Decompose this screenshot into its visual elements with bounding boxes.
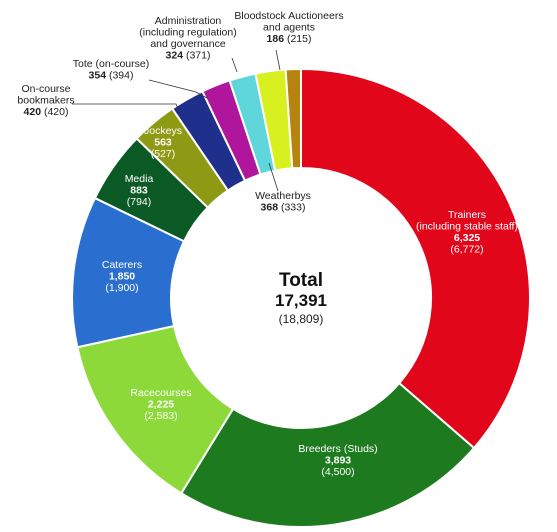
label-trainers-including-stable-staff: Trainers (including stable staff) 6,325 (6,… [416, 209, 518, 256]
slice-label-text: Weatherbys 368 (333) [255, 190, 311, 214]
value-label: 883 [130, 185, 148, 197]
slice-label-text: Caterers 1,850 (1,900) [102, 259, 142, 294]
value-label: 354 [89, 70, 107, 82]
previous-value-label: (2,583) [144, 410, 177, 422]
previous-value-label: (794) [127, 196, 152, 208]
category-name: and governance [150, 38, 225, 50]
value-label: 563 [154, 137, 172, 149]
category-name: Racecourses [130, 387, 191, 399]
slice-trainers-including-stable-staff [300, 67, 531, 450]
slice-label-text: Jockeys 563 (527) [144, 125, 182, 160]
slice-label-text: Racecourses 2,225 (2,583) [130, 387, 191, 422]
previous-value-label: (420) [41, 106, 68, 118]
category-name: Bloodstock Auctioneers [234, 10, 343, 22]
slice-label-text: Bloodstock Auctioneers and agents 186 (215… [234, 10, 343, 45]
leader-line [268, 162, 279, 192]
previous-value-label: (215) [284, 33, 311, 45]
center-total: Total 17,391 (18,809) [275, 270, 327, 326]
leader-line [231, 57, 238, 73]
slice-label-text: Media 883 (794) [125, 173, 154, 208]
previous-value-label: (333) [278, 202, 305, 214]
label-bloodstock-auctioneers-and-agents: Bloodstock Auctioneers and agents 186 (215… [234, 10, 344, 71]
label-weatherbys: Weatherbys 368 (333) [255, 162, 311, 214]
previous-value-label: (6,772) [450, 244, 483, 256]
value-label: 420 [24, 106, 42, 118]
value-label: 368 [261, 202, 279, 214]
category-name: Media [125, 173, 154, 185]
label-caterers: Caterers 1,850 (1,900) [102, 259, 142, 294]
previous-value-label: (1,900) [105, 282, 138, 294]
label-racecourses: Racecourses 2,225 (2,583) [130, 387, 191, 422]
category-name: Administration [155, 15, 222, 27]
previous-value-label: (527) [151, 148, 176, 160]
label-tote-on-course: Tote (on-course) 354 (394) [73, 58, 208, 99]
value-label: 3,893 [325, 455, 351, 467]
slice-label-text: Trainers (including stable staff) 6,325 (6,… [416, 209, 518, 256]
slice-label-text: Tote (on-course) 354 (394) [73, 58, 149, 82]
label-media: Media 883 (794) [125, 173, 154, 208]
total-value: 17,391 [275, 291, 327, 310]
category-name: bookmakers [17, 95, 74, 107]
label-breeders-studs: Breeders (Studs) 3,893 (4,500) [298, 443, 377, 478]
label-administration-including-regulation-and-governance: Administration (including regulation) and … [139, 15, 238, 73]
previous-value-label: (4,500) [321, 466, 354, 478]
category-name: Breeders (Studs) [298, 443, 377, 455]
slice-label-text: On-course bookmakers 420 (420) [17, 83, 74, 118]
value-label: 324 [166, 50, 184, 62]
leader-line [72, 103, 181, 114]
label-jockeys: Jockeys 563 (527) [144, 125, 182, 160]
slice-bloodstock-auctioneers-and-agents [284, 67, 302, 170]
category-name: Weatherbys [255, 190, 311, 202]
category-name: Caterers [102, 259, 142, 271]
leader-line [148, 79, 208, 99]
slice-label-text: Breeders (Studs) 3,893 (4,500) [298, 443, 377, 478]
category-name: On-course [21, 83, 70, 95]
value-label: 2,225 [148, 399, 174, 411]
category-name: (including regulation) [139, 27, 236, 39]
slice-breeders-studs [179, 381, 476, 528]
category-name: Trainers [448, 209, 486, 221]
total-label: Total [279, 270, 323, 291]
total-previous: (18,809) [279, 312, 324, 326]
category-name: and agents [263, 22, 315, 34]
leader-line [275, 49, 281, 71]
previous-value-label: (394) [106, 70, 133, 82]
category-name: Tote (on-course) [73, 58, 149, 70]
value-label: 6,325 [454, 232, 480, 244]
label-on-course-bookmakers: On-course bookmakers 420 (420) [17, 83, 181, 118]
previous-value-label: (371) [183, 50, 210, 62]
value-label: 186 [267, 33, 285, 45]
slice-label-text: Administration (including regulation) and … [139, 15, 236, 62]
category-name: Jockeys [144, 125, 182, 137]
category-name: (including stable staff) [416, 221, 518, 233]
value-label: 1,850 [109, 271, 135, 283]
